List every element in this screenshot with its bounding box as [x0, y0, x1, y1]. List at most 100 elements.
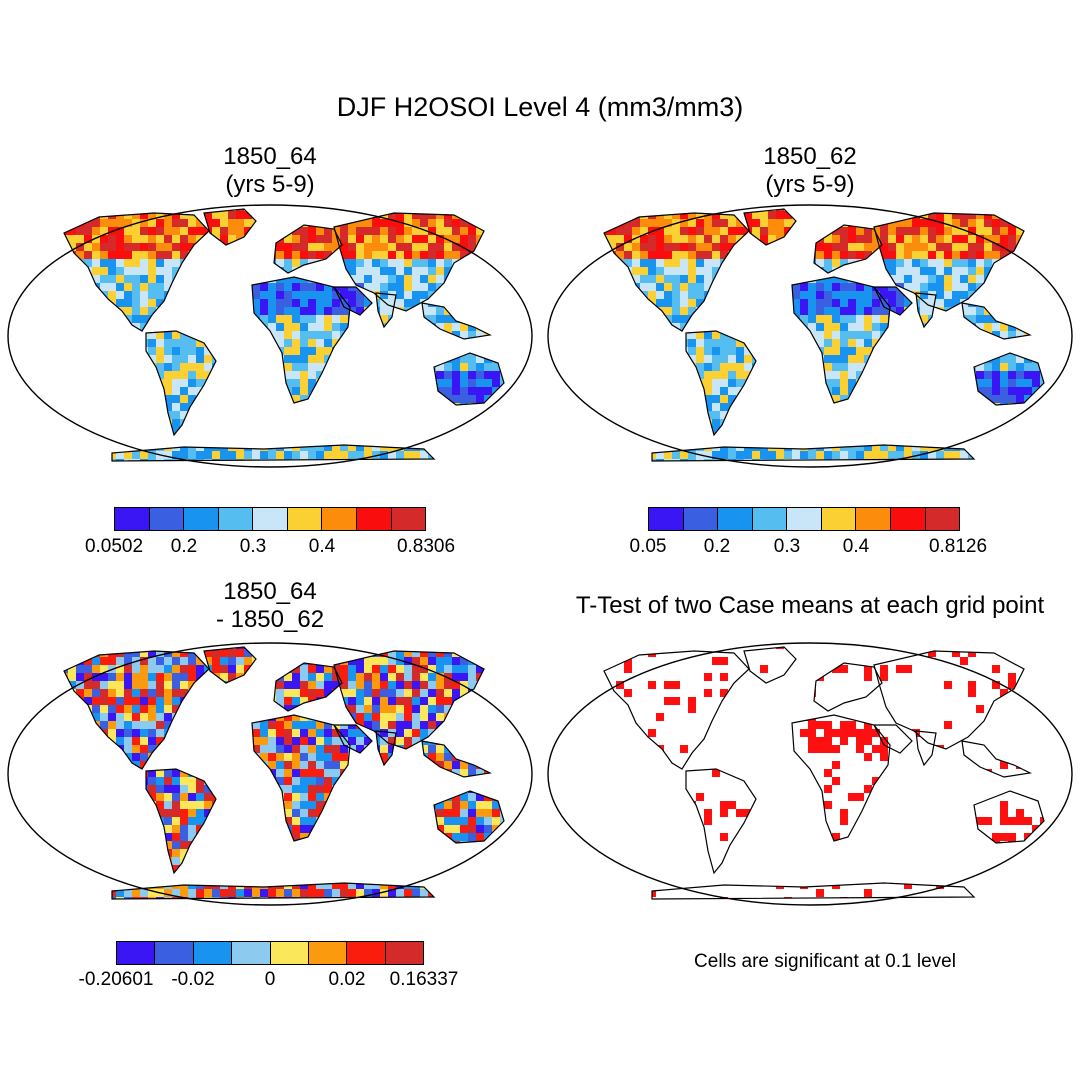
diff-tick-label: 0.02 — [328, 969, 366, 990]
diff-tick-label: 0.16337 — [389, 969, 459, 990]
case2-tick-label: 0.05 — [629, 536, 667, 557]
colorbar-swatch — [649, 508, 684, 530]
coastline-india — [915, 292, 937, 329]
coastline-northAmerica — [63, 212, 210, 332]
coastline-asia — [333, 650, 485, 750]
diff-map — [7, 642, 533, 906]
case2-tick-label: 0.8126 — [928, 536, 988, 557]
coastline-antarctica — [111, 444, 436, 462]
case1-title-line2: (yrs 5-9) — [225, 170, 315, 198]
case2-title-line1: 1850_62 — [763, 143, 857, 170]
colorbar-swatch — [787, 508, 822, 530]
case2-title-line2: (yrs 5-9) — [765, 170, 855, 198]
coastline-australia — [433, 790, 505, 844]
case1-tick-label: 0.3 — [239, 536, 267, 557]
case1-tick-label: 0.8306 — [396, 536, 456, 557]
colorbar-swatch — [117, 942, 156, 964]
diff-tick-label: -0.20601 — [78, 969, 154, 990]
coastline-antarctica — [651, 882, 976, 900]
coastline-seAsia — [421, 740, 492, 778]
coastline-africa — [791, 714, 891, 842]
coastline-australia — [973, 790, 1045, 844]
colorbar-swatch — [925, 508, 960, 530]
colorbar-swatch — [356, 508, 392, 530]
colorbar-swatch — [385, 942, 423, 964]
coastline-india — [375, 292, 397, 329]
coastline-asia — [873, 650, 1025, 750]
diff-tick-label: 0 — [264, 969, 276, 990]
coastline-greenland — [743, 646, 797, 684]
coastline-australia — [973, 352, 1045, 406]
case1-tick-label: 0.2 — [170, 536, 198, 557]
colorbar-swatch — [115, 508, 150, 530]
coastline-greenland — [743, 208, 797, 246]
coastline-africa — [251, 714, 351, 842]
colorbar-swatch — [149, 508, 185, 530]
case2-tick-label: 0.2 — [703, 536, 731, 557]
coastline-asia — [873, 212, 1025, 312]
colorbar-swatch — [308, 942, 348, 964]
coastline-europe — [813, 224, 883, 274]
coastline-europe — [813, 662, 883, 712]
coastline-india — [375, 730, 397, 767]
coastline-india — [915, 730, 937, 767]
case1-title-line1: 1850_64 — [223, 143, 317, 170]
colorbar-swatch — [322, 508, 357, 530]
coastline-europe — [273, 662, 343, 712]
colorbar-swatch — [856, 508, 891, 530]
coastline-arabia — [333, 724, 373, 754]
ttest-title: T-Test of two Case means at each grid po… — [575, 592, 1045, 619]
coastline-arabia — [873, 724, 913, 754]
colorbar-swatch — [253, 508, 288, 530]
diff-colorbar — [116, 941, 424, 965]
case2-tick-label: 0.4 — [842, 536, 870, 557]
map-border — [547, 642, 1073, 906]
case1-colorbar — [114, 507, 426, 531]
colorbar-swatch — [752, 508, 788, 530]
coastline-northAmerica — [603, 212, 750, 332]
case2-title: 1850_62 (yrs 5-9) — [710, 143, 910, 198]
colorbar-swatch — [232, 942, 271, 964]
ttest-note: Cells are significant at 0.1 level — [694, 951, 956, 972]
case1-title: 1850_64 (yrs 5-9) — [170, 143, 370, 198]
colorbar-swatch — [347, 942, 386, 964]
case1-map — [7, 204, 533, 468]
colorbar-swatch — [890, 508, 926, 530]
coastline-northAmerica — [63, 650, 210, 770]
coastline-greenland — [203, 646, 257, 684]
case2-colorbar — [648, 507, 960, 531]
diff-title-line1: 1850_64 — [223, 578, 317, 605]
ttest-map — [547, 642, 1073, 906]
colorbar-swatch — [718, 508, 753, 530]
diff-title-line2: - 1850_62 — [215, 605, 325, 633]
colorbar-swatch — [270, 942, 309, 964]
coastline-southAmerica — [145, 768, 217, 875]
map-border — [7, 642, 533, 906]
coastline-southAmerica — [685, 768, 757, 875]
colorbar-swatch — [683, 508, 719, 530]
coastline-greenland — [203, 208, 257, 246]
coastline-southAmerica — [685, 330, 757, 437]
case1-tick-label: 0.0502 — [84, 536, 144, 557]
coastline-europe — [273, 224, 343, 274]
coastline-arabia — [333, 286, 373, 316]
case1-tick-label: 0.4 — [308, 536, 336, 557]
coastline-northAmerica — [603, 650, 750, 770]
diff-title: 1850_64 - 1850_62 — [170, 578, 370, 633]
coastline-arabia — [873, 286, 913, 316]
map-border — [7, 204, 533, 468]
coastline-southAmerica — [145, 330, 217, 437]
coastline-antarctica — [651, 444, 976, 462]
coastline-seAsia — [421, 302, 492, 340]
case2-tick-label: 0.3 — [773, 536, 801, 557]
colorbar-swatch — [287, 508, 323, 530]
figure-title: DJF H2OSOI Level 4 (mm3/mm3) — [336, 92, 744, 122]
case2-map — [547, 204, 1073, 468]
coastline-antarctica — [111, 882, 436, 900]
diff-tick-label: -0.02 — [171, 969, 215, 990]
coastline-africa — [251, 276, 351, 404]
colorbar-swatch — [391, 508, 426, 530]
colorbar-swatch — [155, 942, 194, 964]
map-border — [547, 204, 1073, 468]
coastline-seAsia — [961, 740, 1032, 778]
